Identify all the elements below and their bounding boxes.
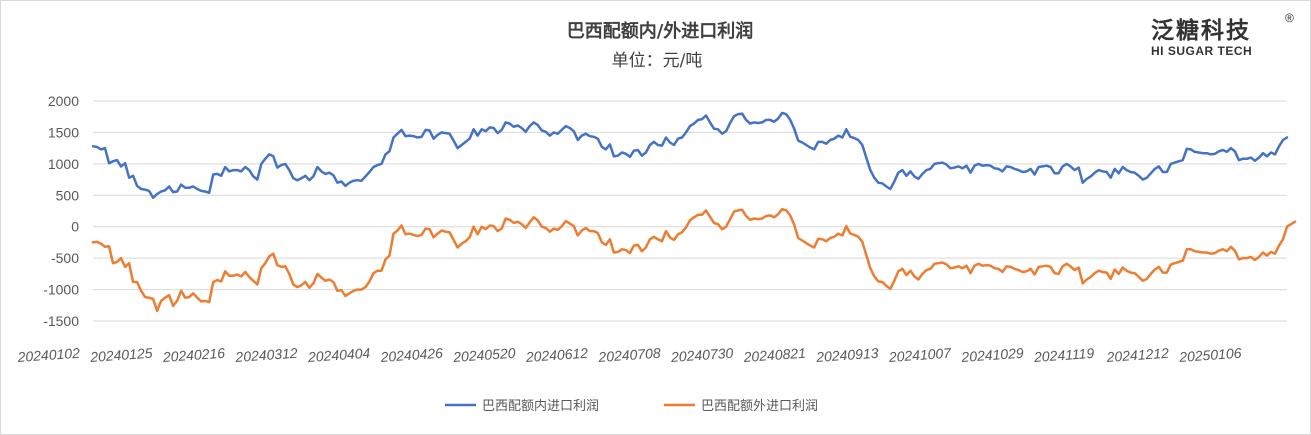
x-tick-label: 20240821 <box>742 345 806 365</box>
x-tick-label: 20241212 <box>1105 345 1169 365</box>
x-axis-ticks: 20240102 20240125 20240216 20240312 20240404… <box>16 345 1242 365</box>
series-line-2 <box>91 207 1297 313</box>
x-tick-label: 20241029 <box>960 345 1024 365</box>
x-tick-label: 20240913 <box>815 345 879 365</box>
x-tick-label: 20250106 <box>1178 345 1242 365</box>
y-tick-label: 0 <box>71 219 79 235</box>
x-tick-label: 20240708 <box>597 345 661 365</box>
x-tick-label: 20241007 <box>887 345 952 365</box>
x-tick-label: 20240404 <box>306 345 370 365</box>
logo: 泛糖科技 ® HI SUGAR TECH <box>1151 11 1294 58</box>
legend: 巴西配额内进口利润 巴西配额外进口利润 <box>445 398 818 414</box>
logo-english-text: HI SUGAR TECH <box>1151 44 1252 58</box>
legend-label-series-1: 巴西配额内进口利润 <box>482 398 599 414</box>
series-line-1 <box>91 111 1289 200</box>
x-tick-label: 20240216 <box>161 345 225 365</box>
x-tick-label: 20240426 <box>379 345 443 365</box>
x-tick-label: 20240102 <box>16 345 80 365</box>
x-tick-label: 20241119 <box>1032 345 1094 365</box>
legend-label-series-2: 巴西配额外进口利润 <box>701 399 818 414</box>
y-axis-ticks: 2000 1500 1000 500 0 -500 -1000 -1500 <box>43 93 79 329</box>
x-tick-label: 20240730 <box>669 345 733 365</box>
gridlines <box>93 100 1287 322</box>
logo-chinese-text: 泛糖科技 <box>1151 17 1251 44</box>
chart-title: 巴西配额内/外进口利润 <box>567 20 754 42</box>
y-tick-label: -1500 <box>43 313 79 329</box>
y-tick-label: -1000 <box>43 282 79 298</box>
y-tick-label: 500 <box>56 187 80 203</box>
series-lines <box>91 111 1297 313</box>
chart-subtitle: 单位：元/吨 <box>612 51 703 71</box>
x-tick-label: 20240612 <box>524 345 588 365</box>
y-tick-label: 1000 <box>48 156 79 172</box>
x-tick-label: 20240520 <box>452 345 516 365</box>
x-tick-label: 20240125 <box>89 345 153 365</box>
logo-registered-mark: ® <box>1285 11 1294 25</box>
y-tick-label: 1500 <box>48 124 79 140</box>
x-tick-label: 20240312 <box>234 345 298 365</box>
y-tick-label: -500 <box>51 250 79 266</box>
y-tick-label: 2000 <box>48 93 79 109</box>
